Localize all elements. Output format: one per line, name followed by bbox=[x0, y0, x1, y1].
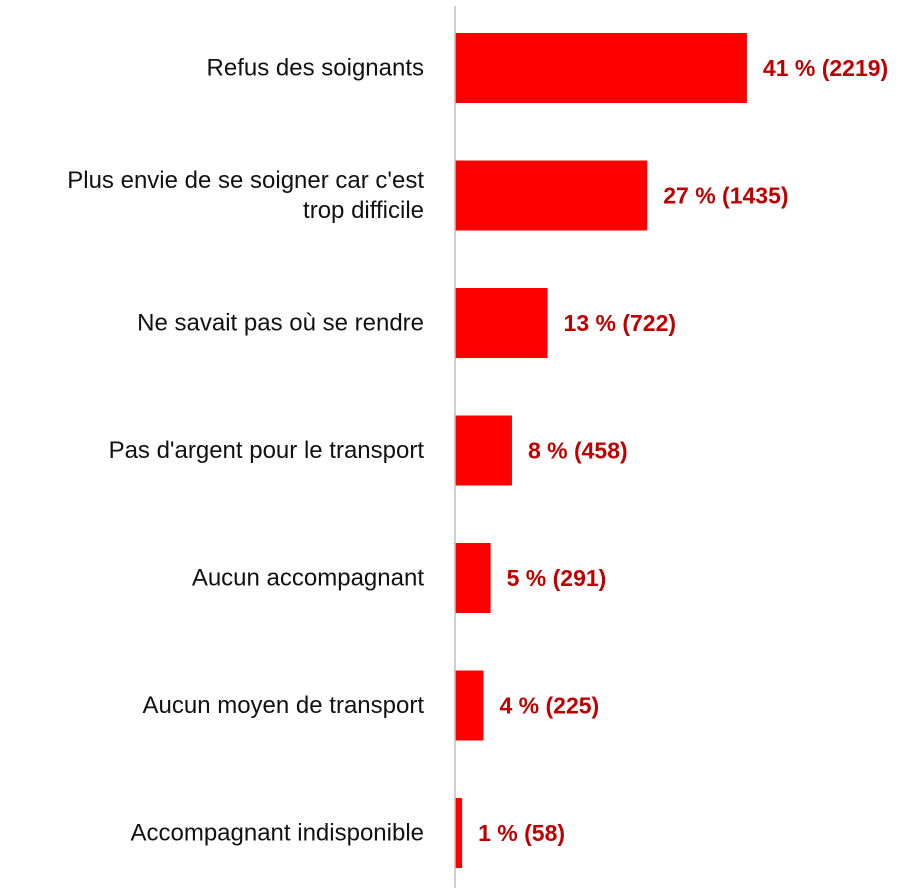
category-label: Refus des soignants bbox=[207, 55, 424, 82]
category-label: Pas d'argent pour le transport bbox=[109, 437, 425, 464]
category-label: trop difficile bbox=[303, 197, 424, 224]
bar bbox=[455, 798, 463, 868]
bars-group bbox=[455, 33, 747, 868]
bar bbox=[455, 670, 484, 741]
data-label: 8 % (458) bbox=[528, 438, 628, 464]
bar bbox=[455, 160, 648, 231]
data-label: 5 % (291) bbox=[507, 565, 607, 591]
category-label: Accompagnant indisponible bbox=[130, 820, 424, 847]
bar bbox=[455, 415, 512, 486]
data-label: 27 % (1435) bbox=[663, 183, 788, 209]
bar bbox=[455, 543, 491, 613]
data-labels-group: 41 % (2219) 27 % (1435) 13 % (722) 8 % (458… bbox=[478, 55, 888, 846]
data-label: 4 % (225) bbox=[499, 693, 599, 719]
category-label: Aucun accompagnant bbox=[192, 565, 424, 592]
category-label: Aucun moyen de transport bbox=[143, 692, 425, 719]
data-label: 41 % (2219) bbox=[763, 55, 888, 81]
bar bbox=[455, 288, 548, 358]
category-labels-group: Refus des soignants Plus envie de se soig… bbox=[67, 55, 424, 847]
category-label: Ne savait pas où se rendre bbox=[137, 310, 424, 337]
category-label: Plus envie de se soigner car c'est bbox=[67, 167, 424, 194]
data-label: 1 % (58) bbox=[478, 820, 565, 846]
bar bbox=[455, 33, 747, 103]
data-label: 13 % (722) bbox=[564, 310, 677, 336]
